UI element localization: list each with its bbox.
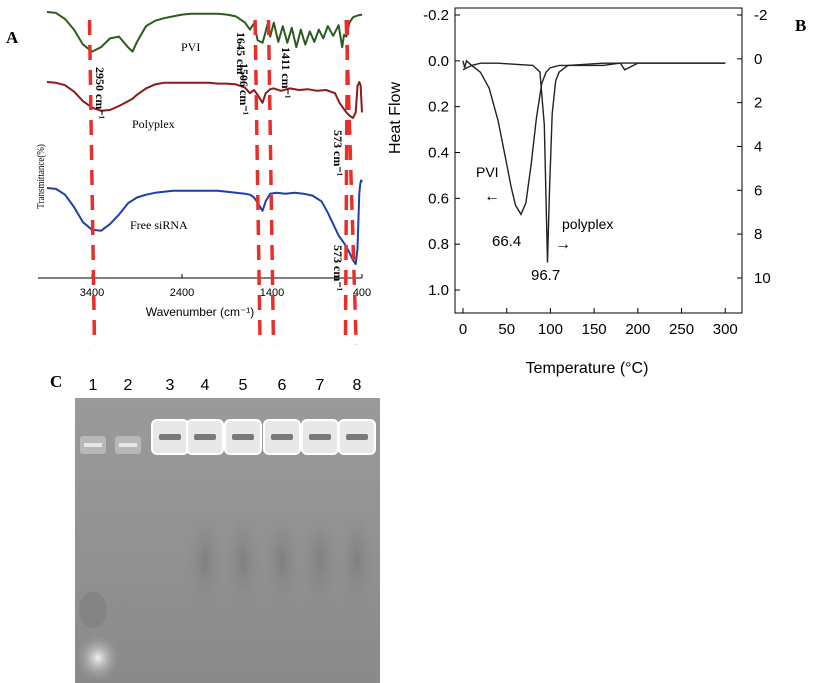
well-slot (159, 434, 181, 440)
lane-label-2: 2 (124, 377, 133, 394)
right-y-tick-label: 10 (754, 270, 771, 287)
y-axis-title: Transmittance(%) (36, 144, 48, 209)
right-y-tick-label: 4 (754, 138, 762, 155)
x-tick-label: 400 (353, 287, 371, 299)
x-tick-label: 2400 (170, 287, 194, 299)
smear (262, 505, 302, 615)
well-bright (186, 419, 224, 455)
left-y-tick-label: 0.2 (428, 99, 449, 116)
annotation-polyplex: polyplex (562, 216, 613, 232)
reference-dashed-line (253, 19, 262, 346)
panel-label-a: A (6, 28, 19, 47)
annotation-1506: 1506 cm⁻¹ (237, 63, 251, 116)
well-bright (151, 419, 189, 455)
annotation-96-7: 96.7 (531, 267, 560, 284)
well-band (84, 443, 102, 447)
reference-dashed-line (87, 19, 97, 346)
well (80, 436, 106, 454)
right-y-tick-label: 8 (754, 226, 762, 243)
well-slot (232, 434, 254, 440)
right-y-tick-label: 0 (754, 51, 762, 68)
smear (185, 505, 225, 615)
gel-background (75, 398, 380, 683)
panel-label-c: C (50, 372, 63, 391)
dsc-line-pvi (462, 59, 726, 216)
well-slot (346, 434, 368, 440)
annotation-573-free: 573 cm⁻¹ (331, 245, 345, 292)
well-bright (263, 419, 301, 455)
x-tick-label: 0 (459, 321, 467, 338)
lane-label-1: 1 (89, 377, 98, 394)
left-y-tick-label: 0.0 (428, 53, 449, 70)
well-slot (309, 434, 331, 440)
lane1-shadow (79, 592, 107, 628)
left-y-tick-label: 1.0 (428, 282, 449, 299)
spectrum-line-free-sirna (46, 179, 363, 265)
reference-dashed-line (343, 19, 350, 346)
right-y-tick-label: 6 (754, 182, 762, 199)
spectrum-line-pvi (46, 11, 363, 53)
spectrum-line-polyplex (46, 81, 363, 119)
well (115, 436, 141, 454)
free-sirna-band (76, 634, 120, 682)
lane-label-8: 8 (353, 377, 362, 394)
lane-label-7: 7 (316, 377, 325, 394)
panel-label-b: B (795, 16, 807, 35)
x-axis-title: Wavenumber (cm⁻¹) (146, 305, 255, 319)
x-tick-label: 1400 (260, 287, 284, 299)
x-tick-label: 150 (582, 321, 607, 338)
annotation-66-4: 66.4 (492, 233, 521, 250)
annotation-1411: 1411 cm⁻¹ (279, 47, 293, 99)
annotation-573-polyplex: 573 cm⁻¹ (331, 130, 345, 177)
right-y-tick-label: -2 (754, 7, 767, 24)
x-tick-label: 100 (538, 321, 563, 338)
well-band (119, 443, 137, 447)
left-y-tick-label: 0.8 (428, 236, 449, 253)
left-y-tick-label: -0.2 (423, 7, 449, 24)
lane-label-3: 3 (166, 377, 175, 394)
well-bright (301, 419, 339, 455)
y-axis-title: Heat Flow (387, 82, 404, 154)
smear (300, 505, 340, 615)
ftir-chart: 3400 2400 1400 400 Wavenumber (cm⁻¹) Transmit… (36, 11, 371, 346)
right-y-tick-label: 2 (754, 95, 762, 112)
x-tick-label: 3400 (80, 287, 104, 299)
x-axis-title: Temperature (°C) (526, 360, 649, 377)
left-y-tick-label: 0.4 (428, 145, 449, 162)
dsc-line-polyplex (462, 62, 726, 263)
arrow-left: ← (484, 188, 500, 205)
reference-dashed-line (344, 19, 358, 346)
x-tick-label: 300 (713, 321, 738, 338)
well-bright (224, 419, 262, 455)
plot-frame (454, 7, 743, 314)
x-tick-label: 250 (669, 321, 694, 338)
reference-dashed-line (266, 19, 276, 346)
lane-label-4: 4 (201, 377, 210, 394)
smear (337, 505, 377, 615)
well-slot (194, 434, 216, 440)
annotation-1645: 1645 cm⁻¹ (234, 32, 248, 85)
annotation-polyplex: Polyplex (132, 117, 175, 131)
x-tick-label: 200 (625, 321, 650, 338)
lane-label-5: 5 (239, 377, 248, 394)
annotation-pvi: PVI (476, 164, 499, 180)
arrow-right: → (555, 236, 571, 253)
left-y-tick-label: 0.6 (428, 190, 449, 207)
smear (223, 505, 263, 615)
annotation-free-sirna: Free siRNA (130, 218, 188, 232)
x-tick-label: 50 (498, 321, 515, 338)
well-slot (271, 434, 293, 440)
annotation-2950: 2950 cm⁻¹ (93, 67, 107, 120)
lane-label-6: 6 (278, 377, 287, 394)
annotation-pvi: PVI (181, 40, 200, 54)
well-bright (338, 419, 376, 455)
